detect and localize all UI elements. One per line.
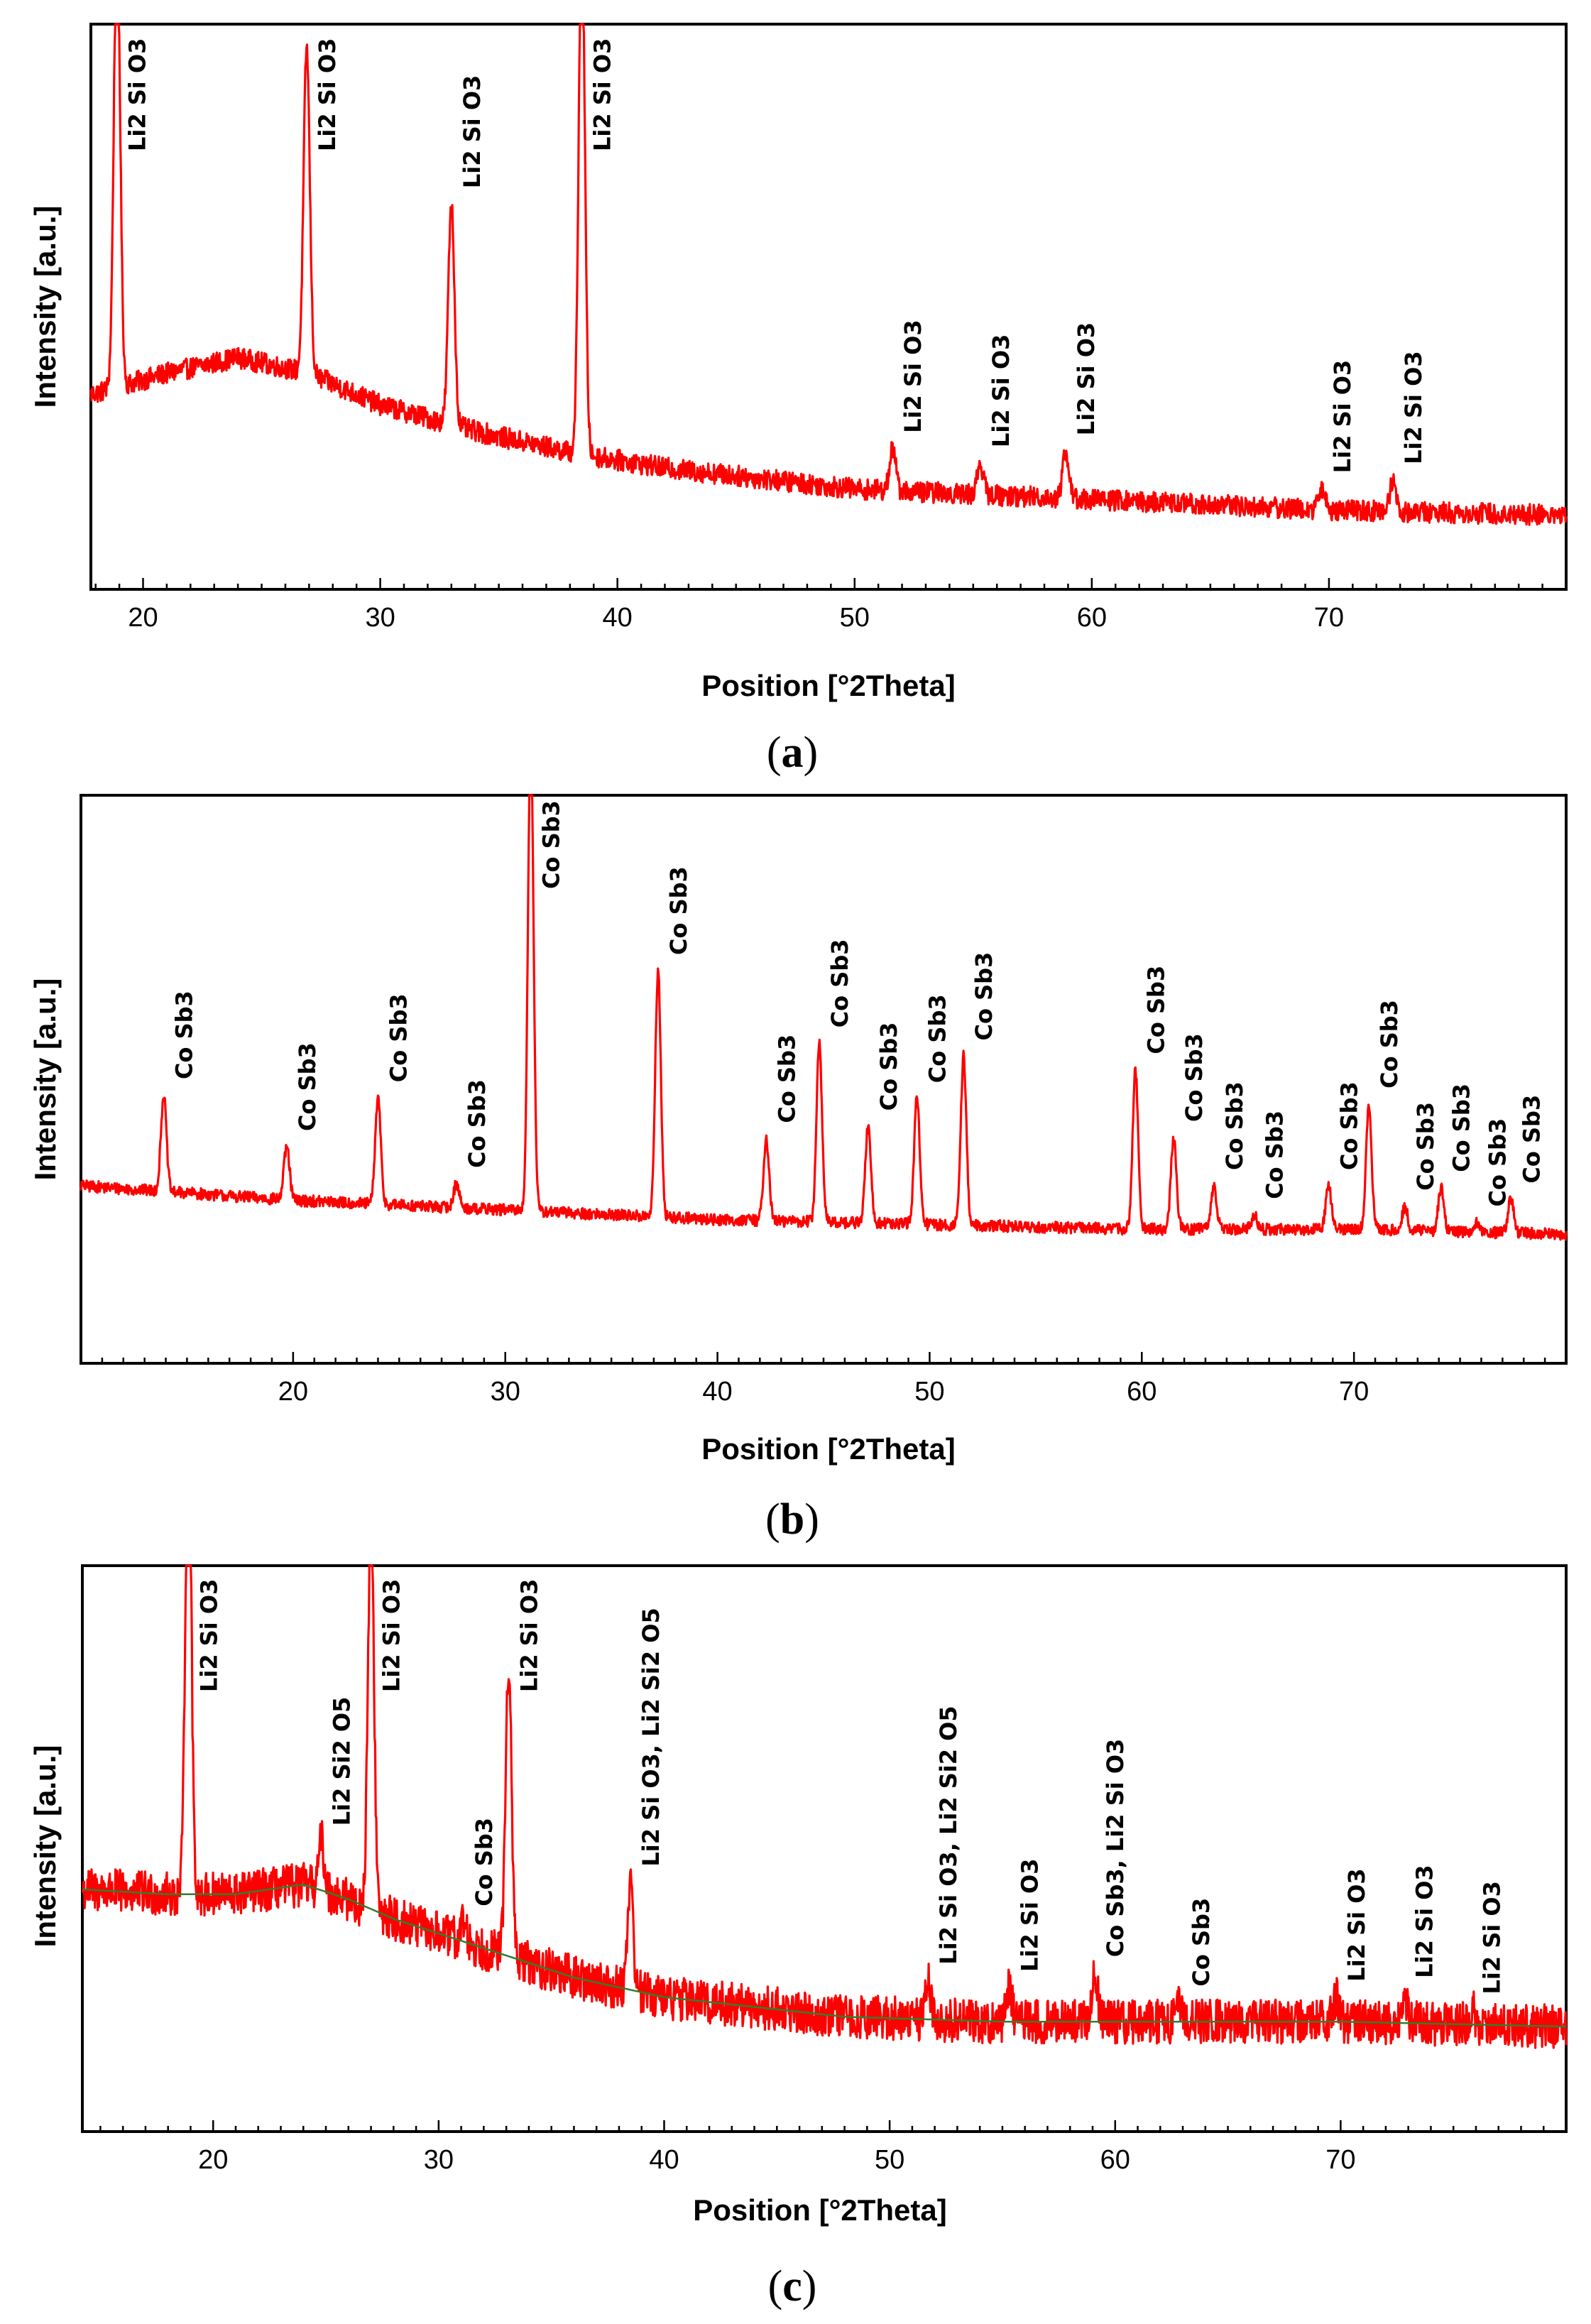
diffraction-trace-c [81, 1564, 1568, 2049]
y-axis-title-c: Intensity [a.u.] [28, 1745, 62, 1948]
peak-label: Li2 Si O3 [1017, 1859, 1044, 1972]
x-tick-label: 30 [424, 2145, 454, 2175]
peak-label: Co Sb3 [471, 1818, 498, 1906]
peak-label: Co Sb3 [1412, 1102, 1439, 1191]
background-fit-line-c [82, 1884, 1567, 2028]
peak-label: Li2 Si O3 [515, 1579, 542, 1692]
x-axis-title-b: Position [°2Theta] [701, 1432, 955, 1466]
panel-label-c: (c) [768, 2262, 817, 2311]
panel-label-b: (b) [765, 1495, 819, 1544]
peak-label: Co Sb3 [171, 991, 198, 1079]
x-tick-label: 40 [603, 603, 633, 633]
x-tick-label: 50 [875, 2145, 904, 2175]
panel-letter-a: a [782, 729, 804, 777]
peak-label: Co Sb3 [385, 993, 412, 1082]
peak-label: Co Sb3 [1221, 1081, 1248, 1170]
diffraction-trace-b [80, 794, 1568, 1241]
peak-label: Co Sb3 [1518, 1095, 1545, 1184]
y-axis-title-b: Intensity [a.u.] [28, 978, 62, 1181]
peak-label: Co Sb3 [924, 994, 951, 1083]
peak-labels-b: Co Sb3 Co Sb3 Co Sb3 Co Sb3 Co Sb3 Co Sb3 Co S… [171, 800, 1546, 1206]
x-tick-label: 60 [1127, 1377, 1157, 1407]
peak-label: Co Sb3 [1188, 1898, 1215, 1987]
diffraction-trace-a [89, 23, 1568, 526]
peak-label: Co Sb3 [1335, 1081, 1362, 1170]
panel-label-a: (a) [767, 729, 818, 777]
plot-frame-a [89, 23, 1568, 591]
peak-label: Li2 Si O3 [1479, 1881, 1506, 1994]
peak-label: Co Sb3 [1485, 1118, 1511, 1207]
peak-label: Co Sb3 [826, 939, 853, 1027]
x-tick-label: 20 [128, 603, 158, 633]
panel-letter-b: b [780, 1495, 804, 1544]
x-tick-label: 40 [649, 2145, 679, 2175]
peak-label: Li2 Si O3, Li2 Si2 O5 [935, 1706, 962, 1964]
peak-label: Co Sb3 [538, 800, 565, 889]
peak-label: Li2 Si O3 [1400, 351, 1427, 464]
x-tick-label: 50 [840, 603, 870, 633]
x-tick-label: 30 [365, 603, 395, 633]
peak-label: Co Sb3 [665, 866, 692, 955]
peak-label: Li2 Si O3 [1411, 1865, 1438, 1977]
peak-label: Co Sb3, Li2 Si O3 [1102, 1739, 1129, 1958]
peak-label: Li2 Si O3 [378, 1579, 405, 1692]
peak-label: Li2 Si O3 [314, 38, 341, 151]
x-tick-label: 60 [1077, 603, 1107, 633]
panel-letter-c: c [782, 2262, 802, 2311]
x-tick-label: 70 [1314, 603, 1344, 633]
x-tick-label: 30 [491, 1377, 520, 1407]
x-axis-title-c: Position [°2Theta] [693, 2193, 946, 2227]
peak-label: Li2 Si O3 [1329, 360, 1356, 473]
x-tick-label: 70 [1339, 1377, 1369, 1407]
peak-label: Li2 Si2 O5 [329, 1697, 356, 1826]
peak-label: Li2 Si O3 [988, 334, 1015, 447]
peak-label: Li2 Si O3 [1343, 1868, 1370, 1981]
x-ticks-b: 20 30 40 50 60 70 [80, 1352, 1568, 1407]
peak-label: Co Sb3 [1142, 966, 1169, 1054]
peak-label: Co Sb3 [1448, 1084, 1475, 1172]
x-tick-label: 60 [1100, 2145, 1130, 2175]
plot-frame-c [81, 1564, 1568, 2133]
peak-label: Li2 Si O3 [124, 38, 151, 151]
peak-labels-a: Li2 Si O3 Li2 Si O3 Li2 Si O3 Li2 Si O3 Li2 … [124, 38, 1427, 474]
peak-label: Li2 Si O3 [1073, 322, 1100, 435]
peak-labels-c: Li2 Si O3 Li2 Si2 O5 Li2 Si O3 Co Sb3 Li2 Si… [195, 1579, 1505, 1995]
peak-label: Li2 Si O3 [195, 1579, 222, 1692]
peak-label: Co Sb3 [1181, 1033, 1208, 1122]
x-ticks-a: 20 30 40 50 60 70 [94, 578, 1568, 633]
x-tick-label: 70 [1325, 2145, 1355, 2175]
x-tick-label: 50 [914, 1377, 944, 1407]
peak-label: Li2 Si O3 [900, 320, 926, 432]
panel-a: 20 30 40 50 60 70 Li2 Si O3 Li2 Si O3 Li2 Si O3… [28, 23, 1568, 777]
x-axis-title-a: Position [°2Theta] [701, 669, 955, 702]
peak-label: Li2 Si O3 [459, 75, 486, 188]
peak-label: Li2 Si O3 [589, 38, 616, 151]
y-axis-title-a: Intensity [a.u.] [28, 206, 62, 408]
peak-label: Li2 Si O3, Li2 Si2 O5 [638, 1608, 665, 1866]
x-tick-label: 40 [702, 1377, 732, 1407]
peak-label: Co Sb3 [971, 952, 997, 1041]
x-tick-label: 20 [198, 2145, 228, 2175]
peak-label: Co Sb3 [1376, 1000, 1403, 1089]
peak-label: Co Sb3 [1262, 1111, 1289, 1199]
peak-label: Co Sb3 [773, 1035, 800, 1123]
peak-label: Co Sb3 [875, 1022, 902, 1111]
peak-label: Co Sb3 [294, 1042, 321, 1131]
x-ticks-c: 20 30 40 50 60 70 [99, 2120, 1568, 2175]
x-tick-label: 20 [278, 1377, 308, 1407]
peak-label: Co Sb3 [464, 1079, 491, 1168]
